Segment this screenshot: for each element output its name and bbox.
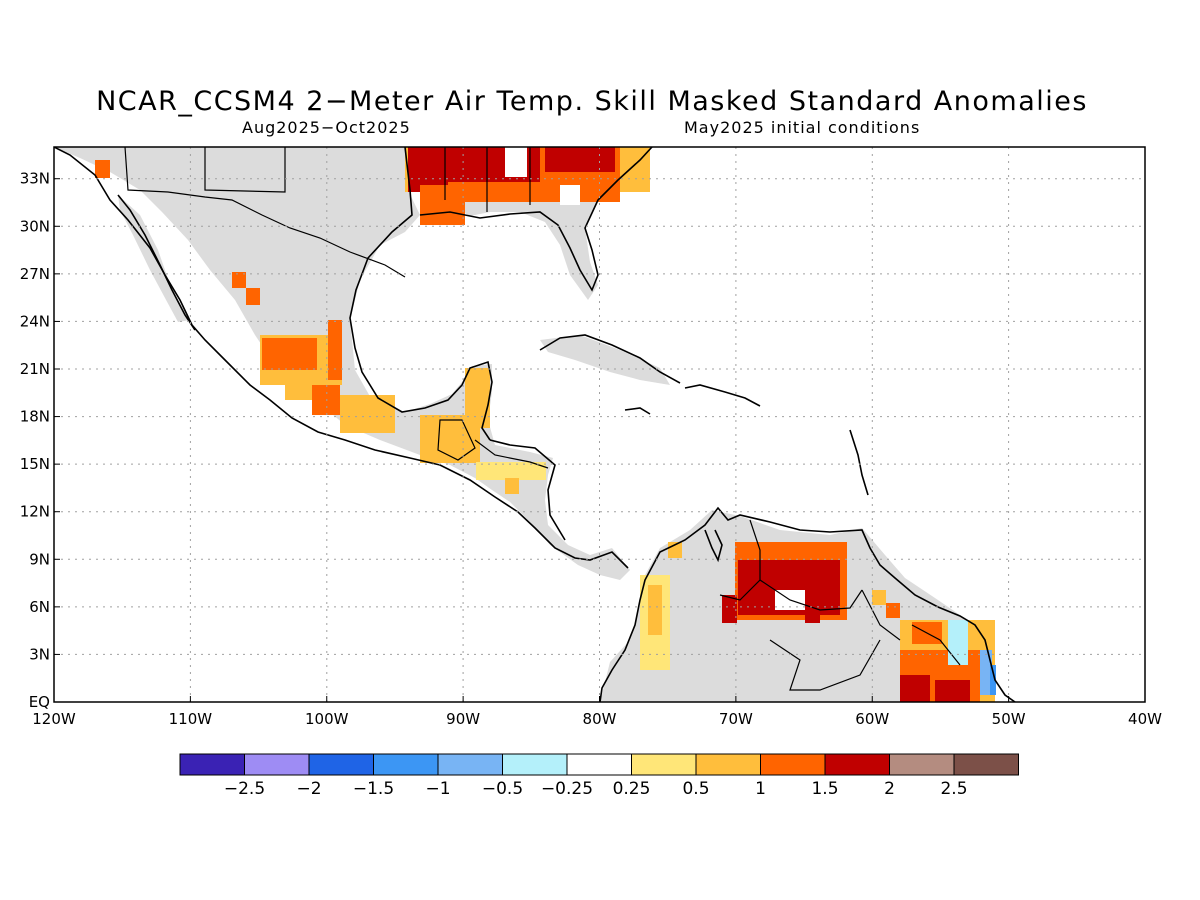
- gridlines: [54, 147, 1145, 702]
- lon-tick-label: 70W: [719, 710, 753, 728]
- lat-tick-label: 18N: [20, 408, 50, 426]
- colorbar-label: 2: [884, 779, 895, 799]
- colorbar-label: −1.5: [353, 779, 394, 799]
- lat-tick-label: 12N: [20, 503, 50, 521]
- colorbar-swatch: [760, 753, 826, 776]
- colorbar-label: −0.25: [541, 779, 593, 799]
- lon-tick-label: 40W: [1128, 710, 1162, 728]
- colorbar-swatch: [179, 753, 245, 776]
- colorbar-swatch: [308, 753, 374, 776]
- colorbar-label: −2: [296, 779, 321, 799]
- lat-tick-label: 9N: [29, 550, 50, 568]
- lat-tick-label: EQ: [29, 693, 50, 711]
- colorbar-swatch: [244, 753, 310, 776]
- colorbar-swatch: [695, 753, 761, 776]
- lon-tick-label: 110W: [169, 710, 213, 728]
- lat-tick-label: 30N: [20, 217, 50, 235]
- lon-tick-label: 60W: [855, 710, 889, 728]
- lat-tick-label: 24N: [20, 312, 50, 330]
- initial-conditions: May2025 initial conditions: [684, 118, 921, 137]
- lon-tick-label: 120W: [32, 710, 76, 728]
- colorbar-label: 0.5: [682, 779, 709, 799]
- lon-tick-label: 90W: [446, 710, 480, 728]
- colorbar-swatch: [502, 753, 568, 776]
- colorbar-swatch: [566, 753, 632, 776]
- colorbar-label: 0.25: [613, 779, 651, 799]
- colorbar-swatch: [373, 753, 439, 776]
- colorbar-swatch: [631, 753, 697, 776]
- lat-tick-label: 3N: [29, 645, 50, 663]
- colorbar-label: −2.5: [224, 779, 265, 799]
- colorbar-swatch: [953, 753, 1019, 776]
- lat-tick-label: 27N: [20, 265, 50, 283]
- colorbar: −2.5 −2 −1.5 −1 −0.5 −0.25 0.25 0.5 1 1.5 2 2.5: [179, 753, 1019, 799]
- map-title: NCAR_CCSM4 2−Meter Air Temp. Skill Maske…: [96, 86, 1088, 117]
- colorbar-label: −0.5: [482, 779, 523, 799]
- lat-tick-label: 6N: [29, 598, 50, 616]
- coastlines: [54, 147, 1016, 702]
- map-plot-area: [54, 147, 1145, 702]
- cuba-land: [540, 335, 670, 385]
- colorbar-label: −1: [425, 779, 450, 799]
- lon-tick-label: 50W: [992, 710, 1026, 728]
- lat-tick-label: 21N: [20, 360, 50, 378]
- lon-tick-label: 100W: [305, 710, 349, 728]
- lat-tick-label: 33N: [20, 170, 50, 188]
- colorbar-swatch: [889, 753, 955, 776]
- colorbar-label: 1: [755, 779, 766, 799]
- borders: [124, 147, 961, 691]
- colorbar-swatch: [824, 753, 890, 776]
- valid-period: Aug2025−Oct2025: [242, 118, 411, 137]
- colorbar-label: 2.5: [940, 779, 967, 799]
- colorbar-swatch: [437, 753, 503, 776]
- lon-tick-label: 80W: [583, 710, 617, 728]
- axis-ticks: 120W 110W 100W 90W 80W 70W 60W 50W 40W EQ 3N 6N 9N 12…: [20, 170, 1162, 728]
- colorbar-label: 1.5: [811, 779, 838, 799]
- lat-tick-label: 15N: [20, 455, 50, 473]
